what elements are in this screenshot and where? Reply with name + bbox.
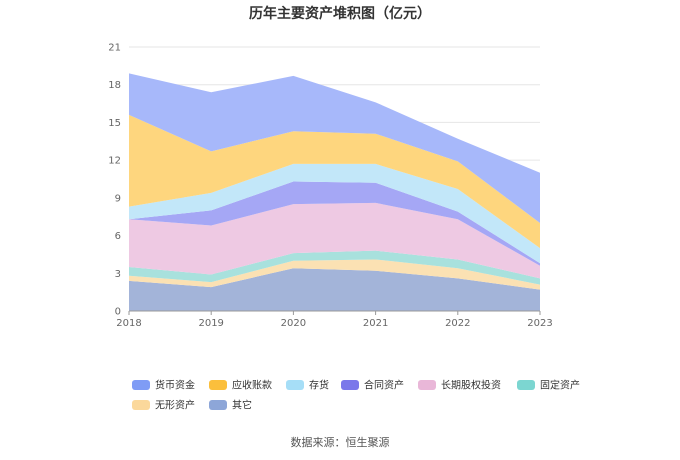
y-tick-label: 12 (108, 156, 121, 167)
legend-item: 无形资产 (132, 399, 195, 412)
x-tick-label: 2023 (527, 318, 552, 329)
x-tick-label: 2021 (363, 318, 388, 329)
chart-title: 历年主要资产堆积图（亿元） (249, 5, 431, 22)
legend-label: 货币资金 (155, 379, 195, 392)
area-series-1 (129, 259, 540, 290)
legend-label: 其它 (232, 399, 252, 412)
x-tick-label: 2022 (445, 318, 470, 329)
legend-item: 长期股权投资 (418, 379, 501, 392)
legend-item: 应收账款 (209, 379, 272, 392)
y-tick-label: 15 (108, 118, 121, 129)
legend-swatch (209, 380, 227, 390)
legend-item: 合同资产 (341, 379, 404, 392)
legend-label: 固定资产 (540, 379, 580, 392)
axes: 0 3 6 9 12 15 18 21 2018 2019 2020 2021 2022 2023 (108, 43, 552, 330)
legend-item: 存货 (286, 379, 329, 392)
legend-swatch (132, 380, 150, 390)
legend-swatch (418, 380, 436, 390)
legend-swatch (517, 380, 535, 390)
y-tick-label: 3 (115, 269, 121, 280)
area-series-2 (129, 250, 540, 285)
x-tick-label: 2018 (116, 318, 141, 329)
legend-swatch (341, 380, 359, 390)
y-tick-label: 0 (115, 307, 121, 318)
area-series-6 (129, 114, 540, 249)
y-tick-label: 21 (108, 43, 121, 54)
legend-swatch (209, 400, 227, 410)
y-tick-label: 18 (108, 80, 121, 91)
legend-label: 合同资产 (364, 379, 404, 392)
data-source: 数据来源：恒生聚源 (291, 435, 390, 449)
legend-swatch (132, 400, 150, 410)
area-series-3 (129, 202, 540, 279)
legend-item: 其它 (209, 399, 252, 412)
legend-label: 无形资产 (155, 399, 195, 412)
legend-label: 长期股权投资 (441, 379, 501, 392)
legend-swatch (286, 380, 304, 390)
y-tick-label: 9 (115, 193, 121, 204)
area-series-5 (129, 163, 540, 264)
area-series (129, 73, 540, 311)
area-series-7 (129, 73, 540, 224)
area-series-0 (129, 268, 540, 311)
legend-item: 货币资金 (132, 379, 195, 392)
area-series-4 (129, 181, 540, 266)
legend-label: 存货 (309, 379, 329, 392)
legend-item: 固定资产 (517, 379, 580, 392)
legend-label: 应收账款 (232, 379, 272, 392)
y-tick-label: 6 (115, 231, 121, 242)
x-tick-label: 2020 (281, 318, 306, 329)
x-tick-label: 2019 (198, 318, 223, 329)
